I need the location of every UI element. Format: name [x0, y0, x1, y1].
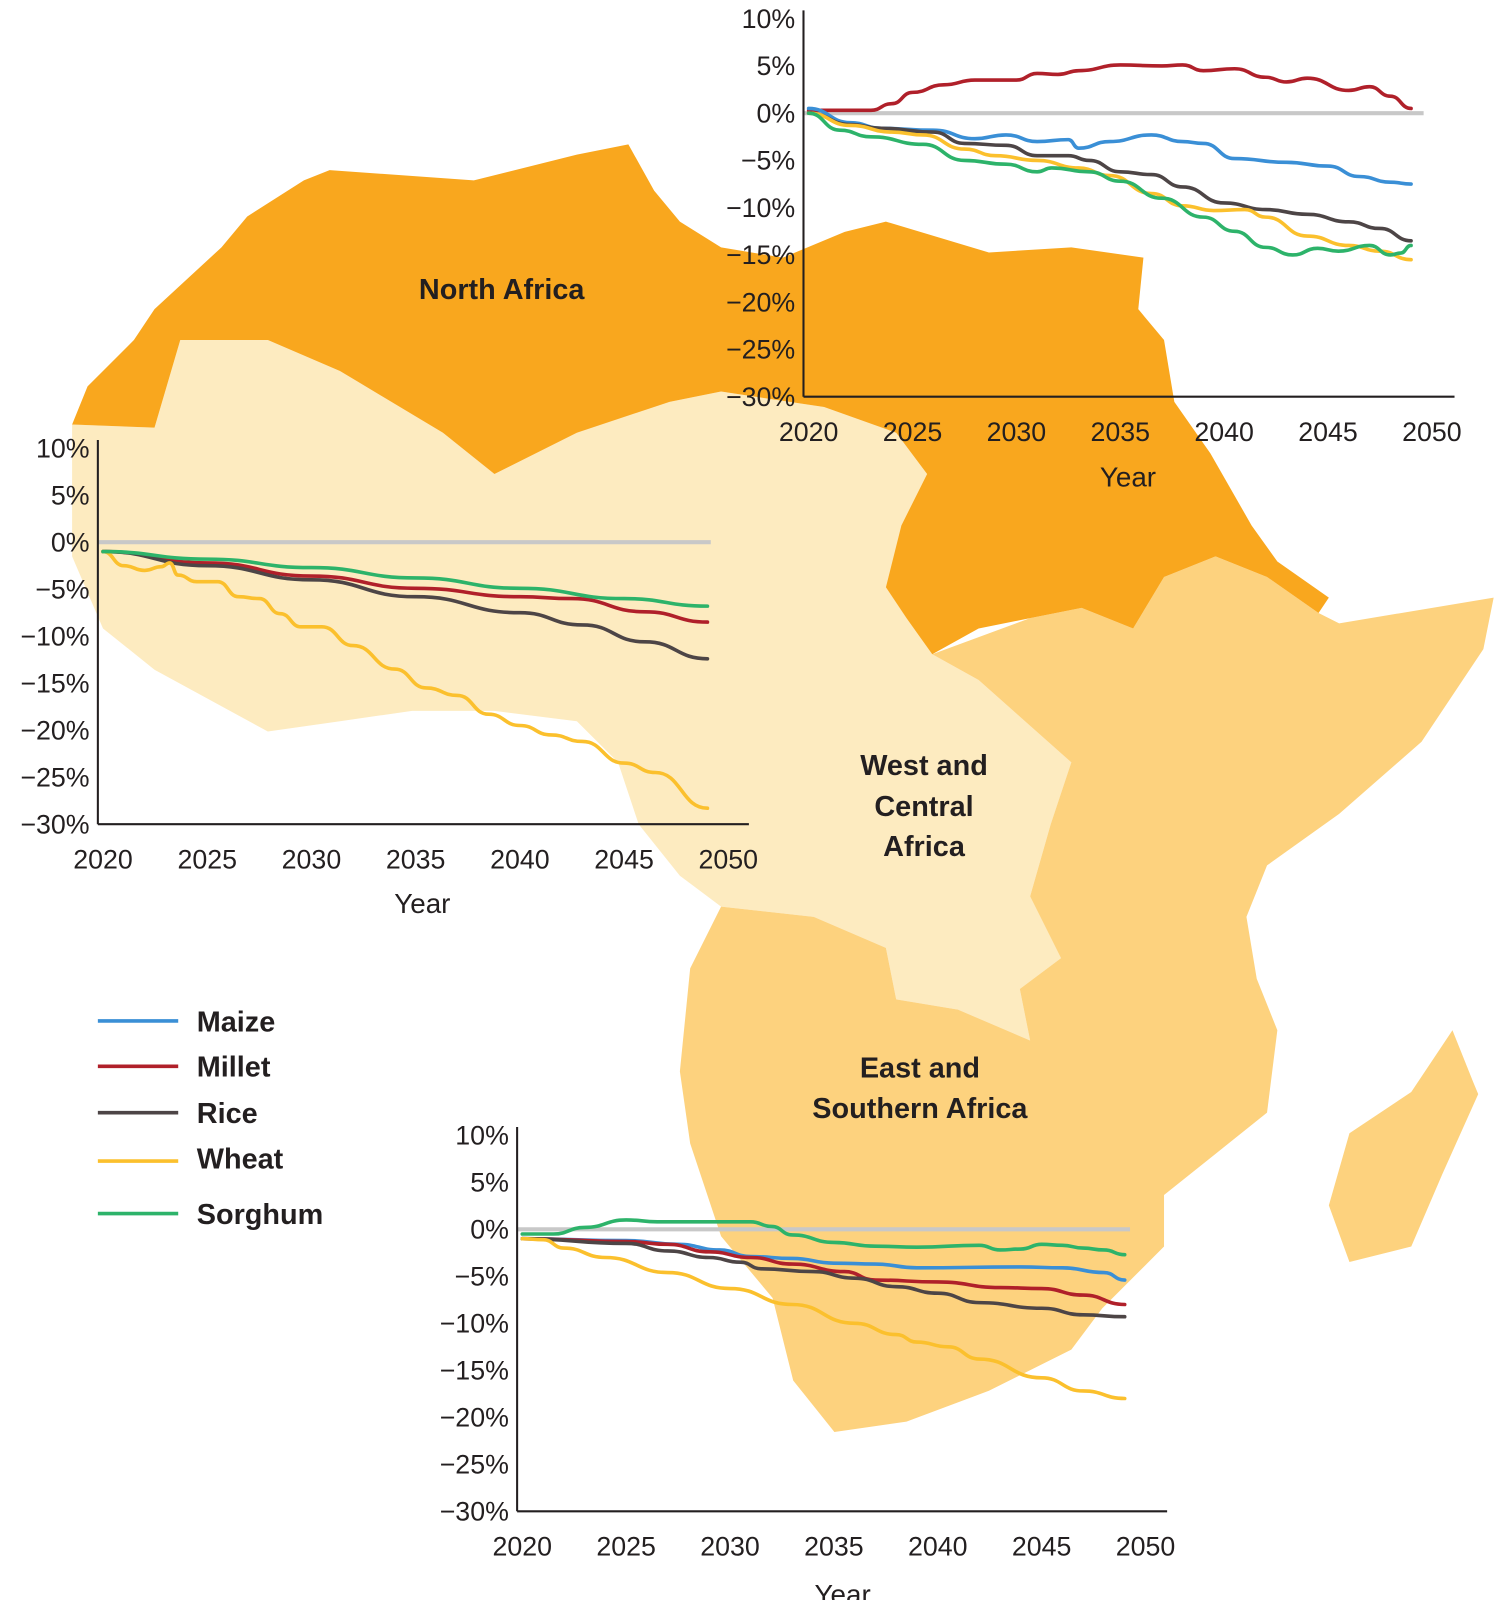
x-tick-label: 2050	[699, 845, 759, 875]
region-label-west-central-line3: Africa	[883, 831, 966, 863]
y-tick-label: −20%	[726, 287, 795, 317]
legend-label-millet: Millet	[197, 1052, 271, 1084]
region-label-west-central-line1: West and	[860, 750, 988, 782]
x-tick-label: 2045	[1012, 1532, 1072, 1562]
x-axis-label: Year	[815, 1579, 871, 1600]
series-line-rice	[101, 549, 710, 661]
y-tick-label: 5%	[51, 480, 90, 510]
chart-1: 10% 5% 0% −5% −10% −15% −20% −25% −30% 2020 2025 20…	[20, 433, 758, 918]
chart-2: 10% 5% 0% −5% −10% −15% −20% −25% −30% 2020 2025 20…	[440, 1121, 1176, 1600]
region-label-north-africa: North Africa	[419, 274, 585, 306]
x-tick-label: 2045	[594, 845, 654, 875]
legend-label-sorghum: Sorghum	[197, 1199, 324, 1231]
x-tick-label: 2030	[987, 417, 1047, 447]
series-line-maize	[806, 106, 1413, 186]
map-region-east-southern	[679, 556, 1494, 1432]
series-line-millet	[101, 549, 710, 624]
y-tick-label: 0%	[757, 98, 796, 128]
x-tick-label: 2020	[73, 845, 133, 875]
region-label-east-southern-line1: East and	[860, 1053, 980, 1085]
region-label-west-central-line2: Central	[874, 791, 973, 823]
y-tick-label: −5%	[35, 574, 89, 604]
legend: Maize Millet Rice Wheat Sorghum	[97, 1006, 324, 1231]
map-region-north	[72, 144, 1329, 655]
x-tick-label: 2050	[1116, 1532, 1176, 1562]
x-tick-label: 2040	[908, 1532, 968, 1562]
series-line-wheat	[101, 549, 710, 811]
x-tick-label: 2020	[492, 1532, 552, 1562]
series-line-wheat	[520, 1236, 1127, 1401]
x-axis-label: Year	[394, 888, 450, 919]
x-tick-label: 2030	[700, 1532, 760, 1562]
y-tick-label: −25%	[20, 762, 89, 792]
x-tick-label: 2040	[490, 845, 550, 875]
y-tick-label: 10%	[36, 433, 90, 463]
legend-label-rice: Rice	[197, 1098, 258, 1130]
y-tick-label: −20%	[20, 715, 89, 745]
y-tick-label: 5%	[757, 51, 796, 81]
x-tick-label: 2025	[177, 845, 237, 875]
y-tick-label: 10%	[742, 4, 796, 34]
y-tick-label: −5%	[455, 1262, 509, 1292]
series-line-rice	[806, 111, 1413, 243]
y-tick-label: 0%	[470, 1215, 509, 1245]
y-tick-label: −30%	[20, 809, 89, 839]
series-line-sorghum	[806, 111, 1413, 257]
x-tick-label: 2025	[883, 417, 943, 447]
y-tick-label: −10%	[20, 621, 89, 651]
series-line-rice	[520, 1236, 1127, 1319]
y-tick-label: −30%	[726, 382, 795, 412]
x-tick-label: 2045	[1298, 417, 1358, 447]
map-region-madagascar	[1328, 1030, 1479, 1263]
x-tick-label: 2040	[1194, 417, 1254, 447]
y-tick-label: −15%	[440, 1356, 509, 1386]
x-tick-label: 2025	[596, 1532, 656, 1562]
y-tick-label: −15%	[20, 668, 89, 698]
y-tick-label: −10%	[726, 193, 795, 223]
x-tick-label: 2030	[282, 845, 342, 875]
x-tick-label: 2035	[1090, 417, 1150, 447]
y-tick-label: 10%	[455, 1121, 509, 1151]
map-region-west-central	[72, 340, 1072, 1041]
series-line-millet	[520, 1236, 1127, 1307]
chart-0: 10% 5% 0% −5% −10% −15% −20% −25% −30% 2020 2025 20…	[726, 4, 1462, 492]
x-tick-label: 2035	[386, 845, 446, 875]
series-line-sorghum	[101, 549, 710, 608]
x-axis-label: Year	[1100, 461, 1156, 492]
x-tick-label: 2020	[779, 417, 839, 447]
series-line-sorghum	[520, 1218, 1127, 1257]
y-tick-label: −25%	[440, 1450, 509, 1480]
y-tick-label: 5%	[470, 1168, 509, 1198]
charts-layer: 10% 5% 0% −5% −10% −15% −20% −25% −30% 2020 2025 20…	[20, 4, 1461, 1600]
y-tick-label: −20%	[440, 1403, 509, 1433]
series-line-millet	[806, 63, 1413, 113]
y-tick-label: −30%	[440, 1497, 509, 1527]
legend-label-maize: Maize	[197, 1006, 276, 1038]
region-label-east-southern-line2: Southern Africa	[812, 1093, 1028, 1125]
y-tick-label: −10%	[440, 1309, 509, 1339]
y-tick-label: 0%	[51, 527, 90, 557]
x-tick-label: 2050	[1402, 417, 1462, 447]
y-tick-label: −15%	[726, 240, 795, 270]
y-tick-label: −5%	[741, 146, 795, 176]
x-tick-label: 2035	[804, 1532, 864, 1562]
y-tick-label: −25%	[726, 335, 795, 365]
legend-label-wheat: Wheat	[197, 1143, 284, 1175]
africa-map: North Africa West and Central Africa Eas…	[72, 144, 1494, 1432]
